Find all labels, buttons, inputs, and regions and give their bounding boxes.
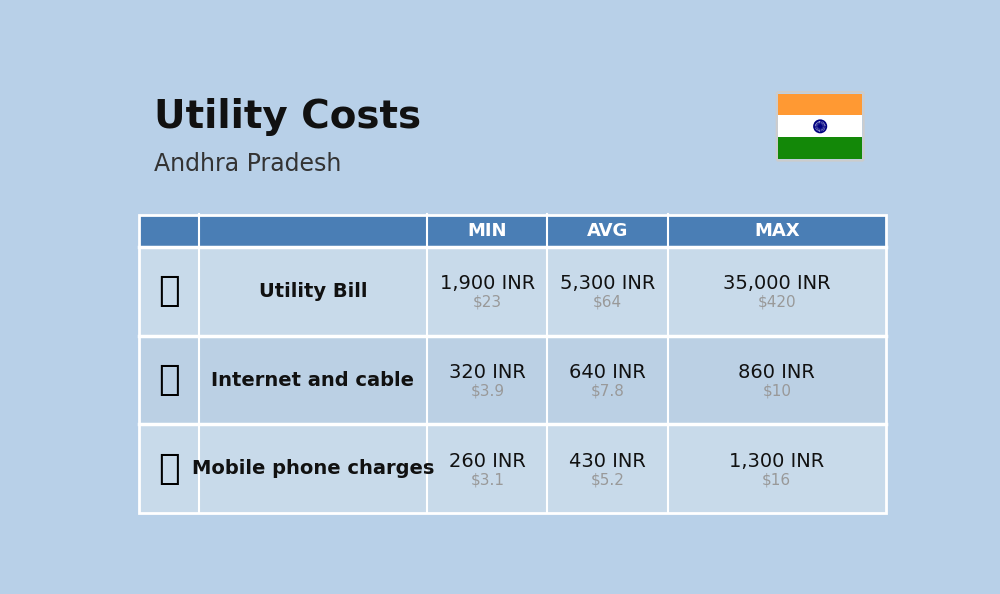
Bar xyxy=(139,214,886,513)
Bar xyxy=(668,336,886,425)
Bar xyxy=(778,137,862,159)
Text: 1,900 INR: 1,900 INR xyxy=(440,274,535,293)
Bar xyxy=(668,214,886,247)
Text: Mobile phone charges: Mobile phone charges xyxy=(192,459,434,478)
Bar xyxy=(139,336,199,425)
Bar xyxy=(139,425,199,513)
Bar xyxy=(199,214,427,247)
Text: 430 INR: 430 INR xyxy=(569,451,646,470)
Text: Internet and cable: Internet and cable xyxy=(211,371,414,390)
Text: Utility Costs: Utility Costs xyxy=(154,98,422,136)
Bar xyxy=(427,214,547,247)
Bar xyxy=(547,336,668,425)
Bar xyxy=(199,247,427,336)
Text: Andhra Pradesh: Andhra Pradesh xyxy=(154,152,342,176)
Bar xyxy=(778,115,862,137)
Text: $10: $10 xyxy=(762,383,791,399)
Text: 35,000 INR: 35,000 INR xyxy=(723,274,831,293)
Text: 1,300 INR: 1,300 INR xyxy=(729,451,824,470)
Bar xyxy=(139,247,199,336)
Text: AVG: AVG xyxy=(587,222,628,239)
Bar xyxy=(668,247,886,336)
Bar xyxy=(427,247,547,336)
Bar xyxy=(427,336,547,425)
Text: $3.1: $3.1 xyxy=(470,472,504,487)
Text: MIN: MIN xyxy=(468,222,507,239)
Bar xyxy=(427,425,547,513)
Text: 260 INR: 260 INR xyxy=(449,451,526,470)
Text: $5.2: $5.2 xyxy=(590,472,624,487)
Circle shape xyxy=(819,125,821,128)
Bar xyxy=(668,425,886,513)
Text: 860 INR: 860 INR xyxy=(738,363,815,382)
Bar xyxy=(547,214,668,247)
Text: $7.8: $7.8 xyxy=(590,383,624,399)
Text: 📡: 📡 xyxy=(158,363,180,397)
Text: $23: $23 xyxy=(473,295,502,309)
Text: 640 INR: 640 INR xyxy=(569,363,646,382)
Text: 🔧: 🔧 xyxy=(158,274,180,308)
Bar xyxy=(139,214,199,247)
Bar xyxy=(547,425,668,513)
Text: MAX: MAX xyxy=(754,222,800,239)
Bar xyxy=(199,425,427,513)
Text: $64: $64 xyxy=(593,295,622,309)
Bar xyxy=(547,247,668,336)
Text: $16: $16 xyxy=(762,472,791,487)
Text: 📱: 📱 xyxy=(158,452,180,486)
Text: $420: $420 xyxy=(757,295,796,309)
Text: Utility Bill: Utility Bill xyxy=(259,282,367,301)
Text: 320 INR: 320 INR xyxy=(449,363,526,382)
Bar xyxy=(778,94,862,115)
Text: 5,300 INR: 5,300 INR xyxy=(560,274,655,293)
Text: $3.9: $3.9 xyxy=(470,383,504,399)
Bar xyxy=(199,336,427,425)
